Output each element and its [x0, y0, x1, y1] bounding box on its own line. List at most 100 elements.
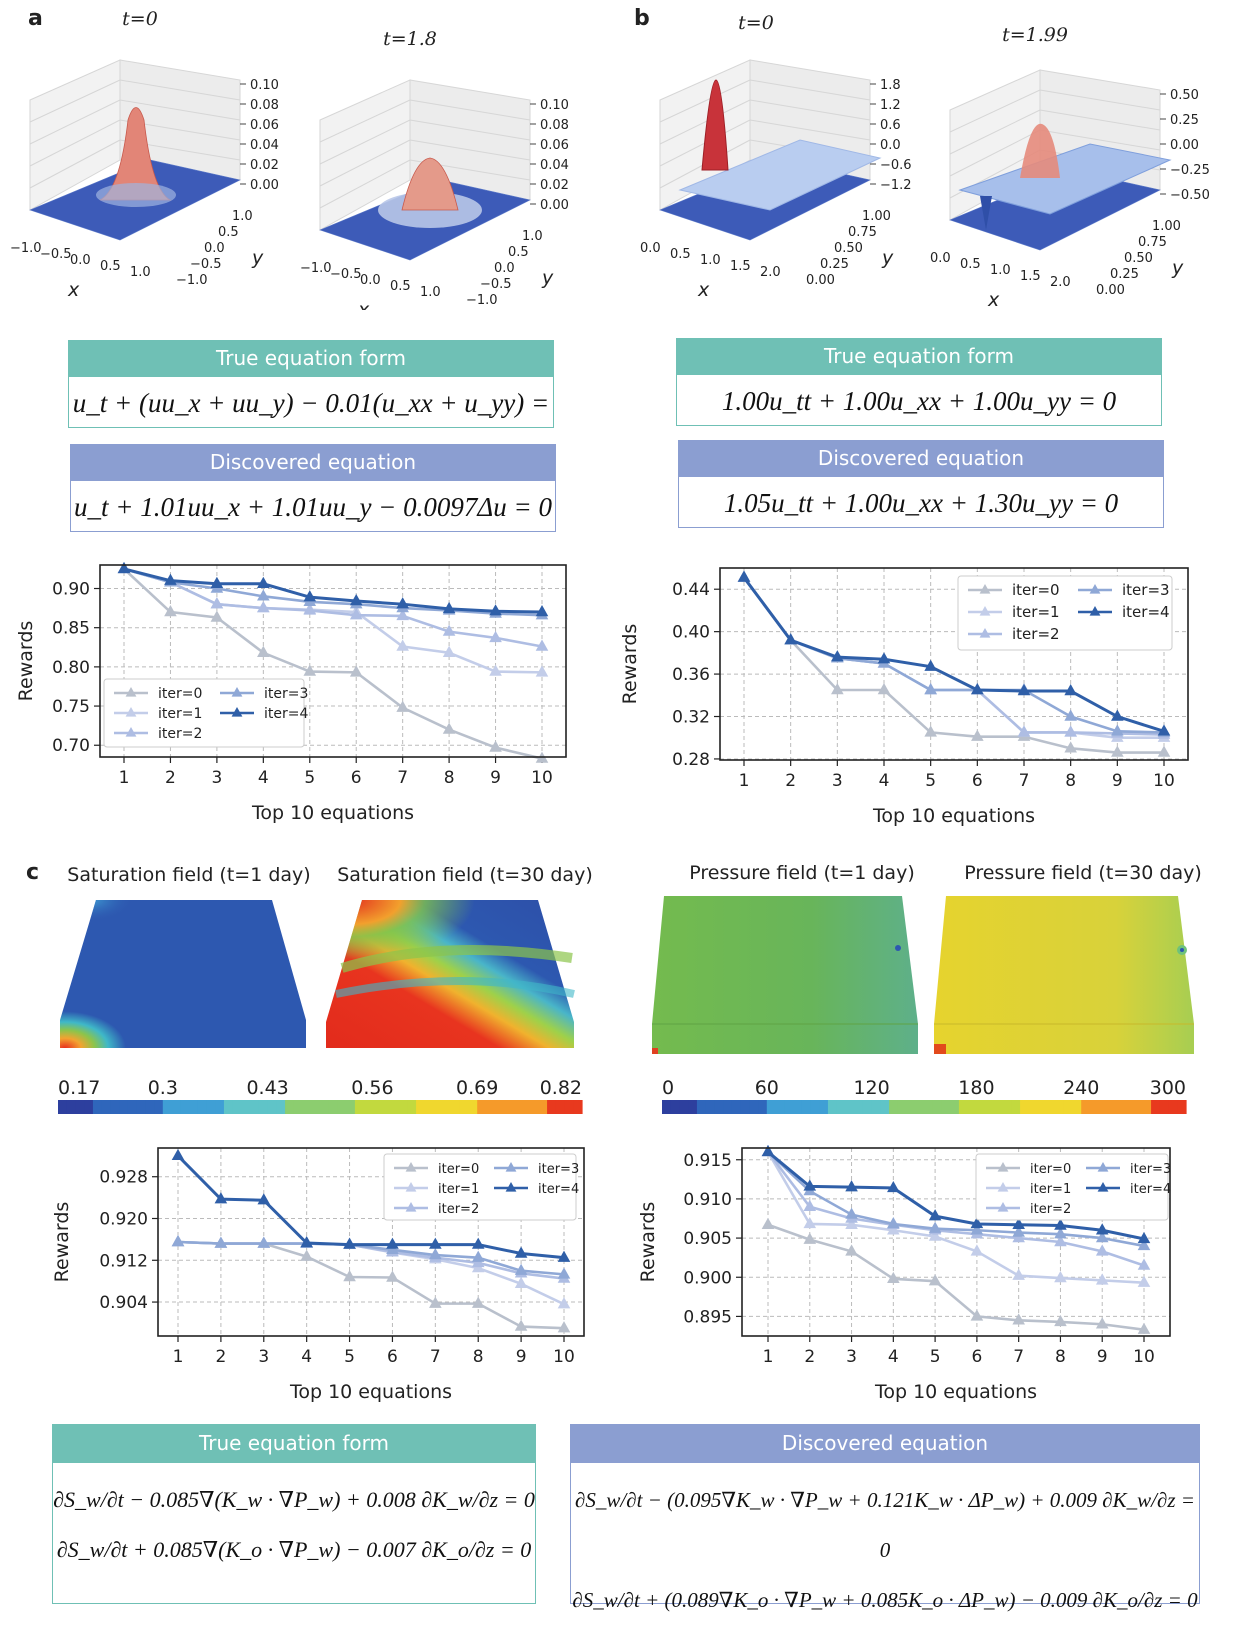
- data-point-iter3: [557, 1267, 571, 1279]
- y-axis-label: y: [1171, 257, 1184, 279]
- pressure-colorbar-segment: [906, 1100, 916, 1114]
- data-point-iter2: [1064, 725, 1077, 737]
- z-tick-label: 0.00: [1170, 138, 1199, 153]
- data-point-iter3: [928, 1221, 942, 1233]
- legend-label-iter1: iter=1: [158, 706, 202, 722]
- saturation-colorbar-segment: [241, 1100, 251, 1114]
- data-point-iter3: [887, 1216, 900, 1229]
- surface-b2-title: t=1.99: [1002, 24, 1068, 46]
- data-point-iter3: [471, 1250, 485, 1262]
- saturation-colorbar-tick-label: 0.82: [540, 1077, 582, 1099]
- pressure-colorbar-segment: [871, 1100, 881, 1114]
- surface-a2-title: t=1.8: [383, 28, 437, 50]
- y-axis-label: Rewards: [619, 624, 641, 705]
- series-line-iter4: [767, 1150, 1145, 1241]
- z-tick-label: 0.50: [1170, 88, 1199, 103]
- data-point-iter4: [396, 597, 409, 609]
- x-tick-label: −1.0: [300, 261, 332, 276]
- data-point-iter4: [257, 576, 270, 589]
- saturation-colorbar-segment: [433, 1100, 443, 1114]
- data-point-iter1: [489, 664, 502, 676]
- pressure-colorbar-segment: [924, 1100, 934, 1114]
- surface-spike: [701, 79, 729, 171]
- pane-grid: [409, 139, 531, 161]
- legend-marker-iter0: [997, 1162, 1009, 1172]
- data-point-iter2: [1017, 725, 1031, 737]
- series-line-iter3: [177, 1240, 565, 1276]
- saturation-colorbar-segment: [215, 1100, 225, 1114]
- data-point-iter3: [257, 589, 270, 601]
- pane-grid: [29, 139, 121, 189]
- z-tick-label: 1.8: [880, 78, 901, 93]
- data-point-iter4: [442, 601, 456, 614]
- pressure-colorbar-tick-label: 60: [755, 1077, 779, 1099]
- series-line-iter2: [766, 1151, 1145, 1267]
- pane-grid: [409, 119, 531, 141]
- saturation-t1-title: Saturation field (t=1 day): [67, 864, 311, 886]
- saturation-colorbar-segment: [407, 1100, 417, 1114]
- panel-b-discovered-equation: 1.05u_tt + 1.00u_xx + 1.30u_yy = 0: [678, 476, 1164, 528]
- x-tick-label: 0.0: [70, 253, 91, 268]
- x-tick-label: 4: [888, 1347, 899, 1367]
- z-tick-label: 0.04: [540, 158, 569, 173]
- panel-a-true-header: True equation form: [68, 340, 554, 376]
- pressure-colorbar-tick-label: 0: [662, 1077, 674, 1099]
- y-tick-label: 0.00: [806, 273, 835, 288]
- x-tick-label: 2: [785, 771, 796, 791]
- legend-marker-iter4: [231, 707, 243, 717]
- y-tick-label: 0.25: [820, 257, 849, 272]
- saturation-colorbar-segment: [424, 1100, 435, 1114]
- z-tick-label: 0.06: [540, 138, 569, 153]
- y-tick-label: 0.28: [672, 750, 710, 770]
- reward-chart-a: 1 2 3 4 5 6 7 8 9 10 0.70 0.75 0.80 0.85 0.90 Top 10 eq…: [15, 561, 567, 824]
- y-tick-label: 0.895: [683, 1307, 732, 1327]
- x-tick-label: 4: [258, 768, 269, 788]
- series-line-iter4: [742, 576, 1165, 733]
- saturation-colorbar-segment: [538, 1100, 548, 1114]
- saturation-field-t1: [60, 900, 306, 1048]
- legend-marker-iter2: [405, 1202, 417, 1212]
- x-tick-label: 0.0: [640, 241, 661, 256]
- plot-frame: [99, 564, 567, 758]
- pane-grid: [119, 79, 241, 101]
- saturation-colorbar-tick-label: 0.17: [58, 1077, 100, 1099]
- data-point-iter4: [343, 1237, 356, 1249]
- pressure-colorbar-segment: [766, 1100, 777, 1114]
- data-point-iter4: [761, 1144, 775, 1157]
- pressure-colorbar-segment: [1037, 1100, 1047, 1114]
- legend-marker-iter4: [1089, 606, 1101, 616]
- panel-c-true-equations: ∂S_w/∂t − 0.085∇(K_w · ∇P_w) + 0.008 ∂K_…: [52, 1462, 536, 1604]
- y-axis-label: Rewards: [637, 1202, 659, 1283]
- pane-grid: [749, 119, 871, 141]
- z-tick-label: 0.08: [250, 98, 279, 113]
- x-tick-label: 5: [930, 1347, 941, 1367]
- data-point-iter4: [877, 652, 891, 664]
- y-tick-label: −0.5: [480, 277, 512, 292]
- data-point-iter0: [1157, 745, 1171, 757]
- legend-marker-iter1: [125, 707, 137, 717]
- saturation-colorbar-tick-label: 0.43: [246, 1077, 288, 1099]
- legend-label-iter2: iter=2: [438, 1202, 479, 1217]
- series-line-iter4: [176, 1154, 565, 1260]
- pressure-colorbar-segment: [1124, 1100, 1135, 1114]
- x-tick-label: 2.0: [1050, 275, 1071, 290]
- pressure-colorbar-tick-label: 120: [853, 1077, 889, 1099]
- series-line-iter4: [123, 567, 543, 614]
- surface-b1-title: t=0: [738, 12, 774, 34]
- pressure-colorbar-segment: [810, 1100, 820, 1114]
- saturation-colorbar-segment: [197, 1100, 208, 1114]
- x-tick-label: 0.5: [390, 279, 411, 294]
- panel-b-true-equation: 1.00u_tt + 1.00u_xx + 1.00u_yy = 0: [676, 374, 1162, 426]
- data-point-iter4: [1012, 1217, 1025, 1229]
- pressure-colorbar-segment: [705, 1100, 715, 1114]
- y-tick-label: 0.00: [1096, 283, 1125, 298]
- x-axis-label: x: [357, 299, 370, 310]
- data-point-iter3: [214, 1236, 228, 1248]
- saturation-colorbar-segment: [381, 1100, 391, 1114]
- z-tick-label: 1.2: [880, 98, 901, 113]
- data-point-iter0: [803, 1232, 817, 1244]
- x-tick-label: 1: [119, 768, 130, 788]
- data-point-iter4: [1111, 709, 1124, 721]
- data-point-iter1: [396, 639, 409, 651]
- pressure-colorbar-segment: [1098, 1100, 1108, 1114]
